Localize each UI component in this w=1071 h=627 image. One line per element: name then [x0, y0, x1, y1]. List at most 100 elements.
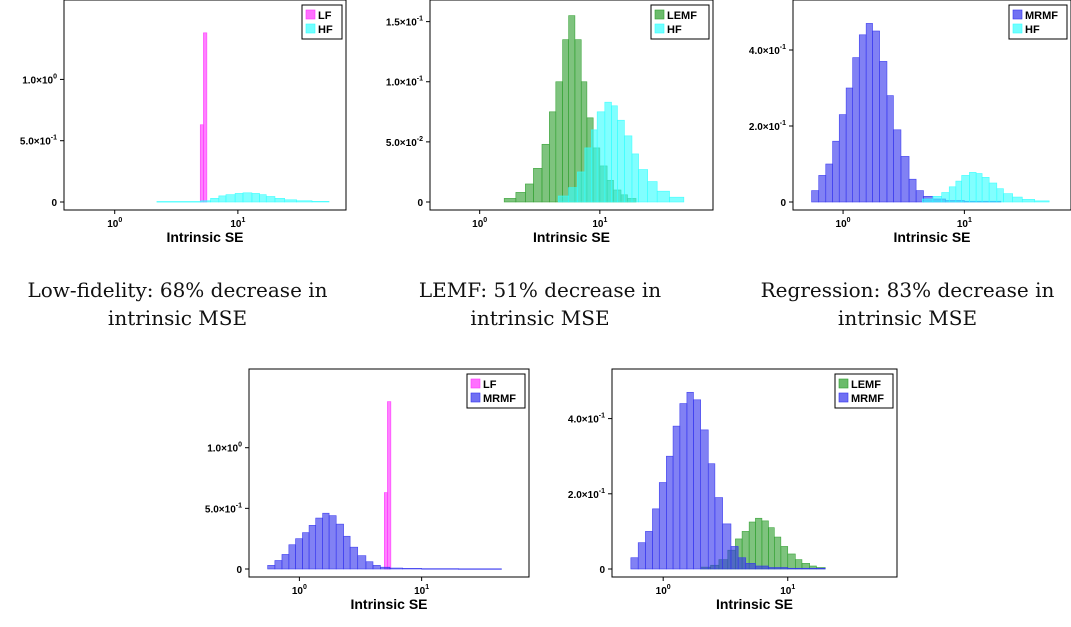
bar-hf-8: [981, 177, 990, 203]
bar-mrmf-10: [335, 523, 344, 570]
bar-mrmf-10: [879, 61, 888, 203]
legend-swatch-hf: [1012, 23, 1023, 34]
bar-hf-2: [577, 171, 586, 203]
y-tick-label: 2.0×10-1: [749, 120, 786, 133]
bar-mrmf-4: [838, 114, 847, 203]
legend: LF MRMF: [466, 373, 526, 409]
bar-hf-4: [955, 180, 962, 203]
y-tick-label: 4.0×10-1: [568, 413, 605, 426]
bar-mrmf-8: [686, 391, 694, 570]
bar-hf-4: [225, 194, 236, 203]
bar-mrmf-16: [745, 563, 756, 570]
legend-label-hf: HF: [1025, 24, 1040, 36]
x-tick-label: 100: [472, 217, 487, 230]
bar-mrmf-3: [832, 140, 840, 203]
bar-lemf-2: [525, 183, 534, 203]
bar-hf-13: [1021, 199, 1036, 203]
bar-mrmf-8: [322, 512, 330, 570]
bar-mrmf-10: [700, 429, 709, 570]
legend-swatch-hf: [654, 23, 665, 34]
bar-hf-13: [311, 201, 330, 203]
plot-frame: [611, 368, 898, 578]
legend-swatch-hf: [305, 23, 316, 34]
y-tick-label: 2.0×10-1: [568, 488, 605, 501]
bar-mrmf-12: [893, 129, 902, 203]
bar-mrmf-19: [421, 568, 459, 570]
plot-frame: [429, 0, 714, 211]
bar-mrmf-4: [658, 482, 667, 570]
bar-mrmf-2: [645, 531, 653, 570]
bar-lemf-7: [755, 517, 763, 570]
bar-mrmf-14: [365, 561, 374, 570]
y-tick-label: 0: [780, 198, 786, 209]
bar-lf-1: [387, 401, 392, 570]
bar-mrmf-0: [811, 190, 820, 203]
legend-swatch-mrmf: [838, 392, 849, 403]
y-tick-label: 5.0×10-1: [205, 502, 242, 515]
bar-mrmf-7: [679, 403, 688, 570]
x-tick-exponent: 0: [847, 217, 851, 224]
legend-swatch-mrmf: [470, 392, 481, 403]
bar-hf-13: [656, 190, 670, 203]
y-tick-label: 4.0×10-1: [749, 44, 786, 57]
bar-hf-11: [1003, 193, 1013, 203]
bar-hf-8: [617, 119, 625, 203]
plot-frame: [63, 0, 347, 211]
bar-lf-0: [383, 492, 388, 570]
x-axis-label: Intrinsic SE: [893, 229, 970, 245]
bar-lemf-3: [533, 168, 543, 203]
bar-mrmf-7: [858, 34, 867, 203]
x-axis-label: Intrinsic SE: [166, 229, 243, 245]
bar-mrmf-9: [693, 399, 701, 570]
bar-mrmf-11: [343, 535, 351, 570]
y-tick-exponent: -1: [599, 413, 605, 420]
bar-hf-6: [242, 192, 253, 203]
bar-hf-5: [234, 193, 244, 203]
bar-hf-2: [941, 192, 950, 203]
bar-lemf-1: [515, 192, 526, 203]
y-tick-label: 0: [236, 565, 242, 576]
y-tick-exponent: -2: [417, 136, 423, 143]
bar-hf-12: [1012, 196, 1023, 203]
bar-hf-10: [274, 198, 286, 203]
y-tick-label: 0: [51, 198, 57, 209]
bar-lemf-0: [503, 198, 517, 203]
x-tick-exponent: 1: [603, 217, 607, 224]
bar-mrmf-15: [372, 565, 381, 570]
legend-label-mrmf: MRMF: [483, 393, 516, 405]
bar-hf-8: [259, 194, 267, 203]
bar-mrmf-15: [737, 557, 747, 570]
bar-mrmf-5: [845, 87, 853, 203]
y-tick-exponent: 0: [53, 73, 57, 80]
y-tick-label: 5.0×10-1: [20, 135, 57, 148]
bar-mrmf-13: [722, 523, 732, 570]
bar-hf-3: [584, 147, 592, 203]
bar-mrmf-5: [666, 455, 674, 570]
bar-hf-11: [284, 199, 297, 203]
legend-label-lemf: LEMF: [851, 379, 881, 391]
bar-mrmf-18: [768, 567, 789, 570]
bar-lemf-8: [568, 15, 576, 203]
x-tick-exponent: 0: [483, 217, 487, 224]
bar-mrmf-6: [672, 425, 681, 570]
bar-mrmf-1: [637, 542, 646, 570]
bar-hf-7: [611, 105, 618, 203]
x-tick-exponent: 1: [425, 584, 429, 591]
bar-hf-14: [1034, 200, 1050, 203]
bar-lemf-5: [549, 111, 557, 203]
legend-label-hf: HF: [318, 24, 333, 36]
y-tick-label: 0: [417, 198, 423, 209]
x-tick-label: 100: [292, 584, 307, 597]
bar-mrmf-11: [707, 463, 716, 570]
bar-hf-12: [296, 200, 313, 203]
bar-mrmf-16: [380, 566, 391, 570]
bar-lemf-12: [787, 553, 796, 570]
y-tick-label: 1.5×10-1: [386, 16, 423, 29]
bar-hf-1: [200, 200, 211, 203]
x-tick-exponent: 1: [241, 217, 245, 224]
x-axis-label: Intrinsic SE: [533, 229, 610, 245]
legend-label-mrmf: MRMF: [851, 393, 884, 405]
